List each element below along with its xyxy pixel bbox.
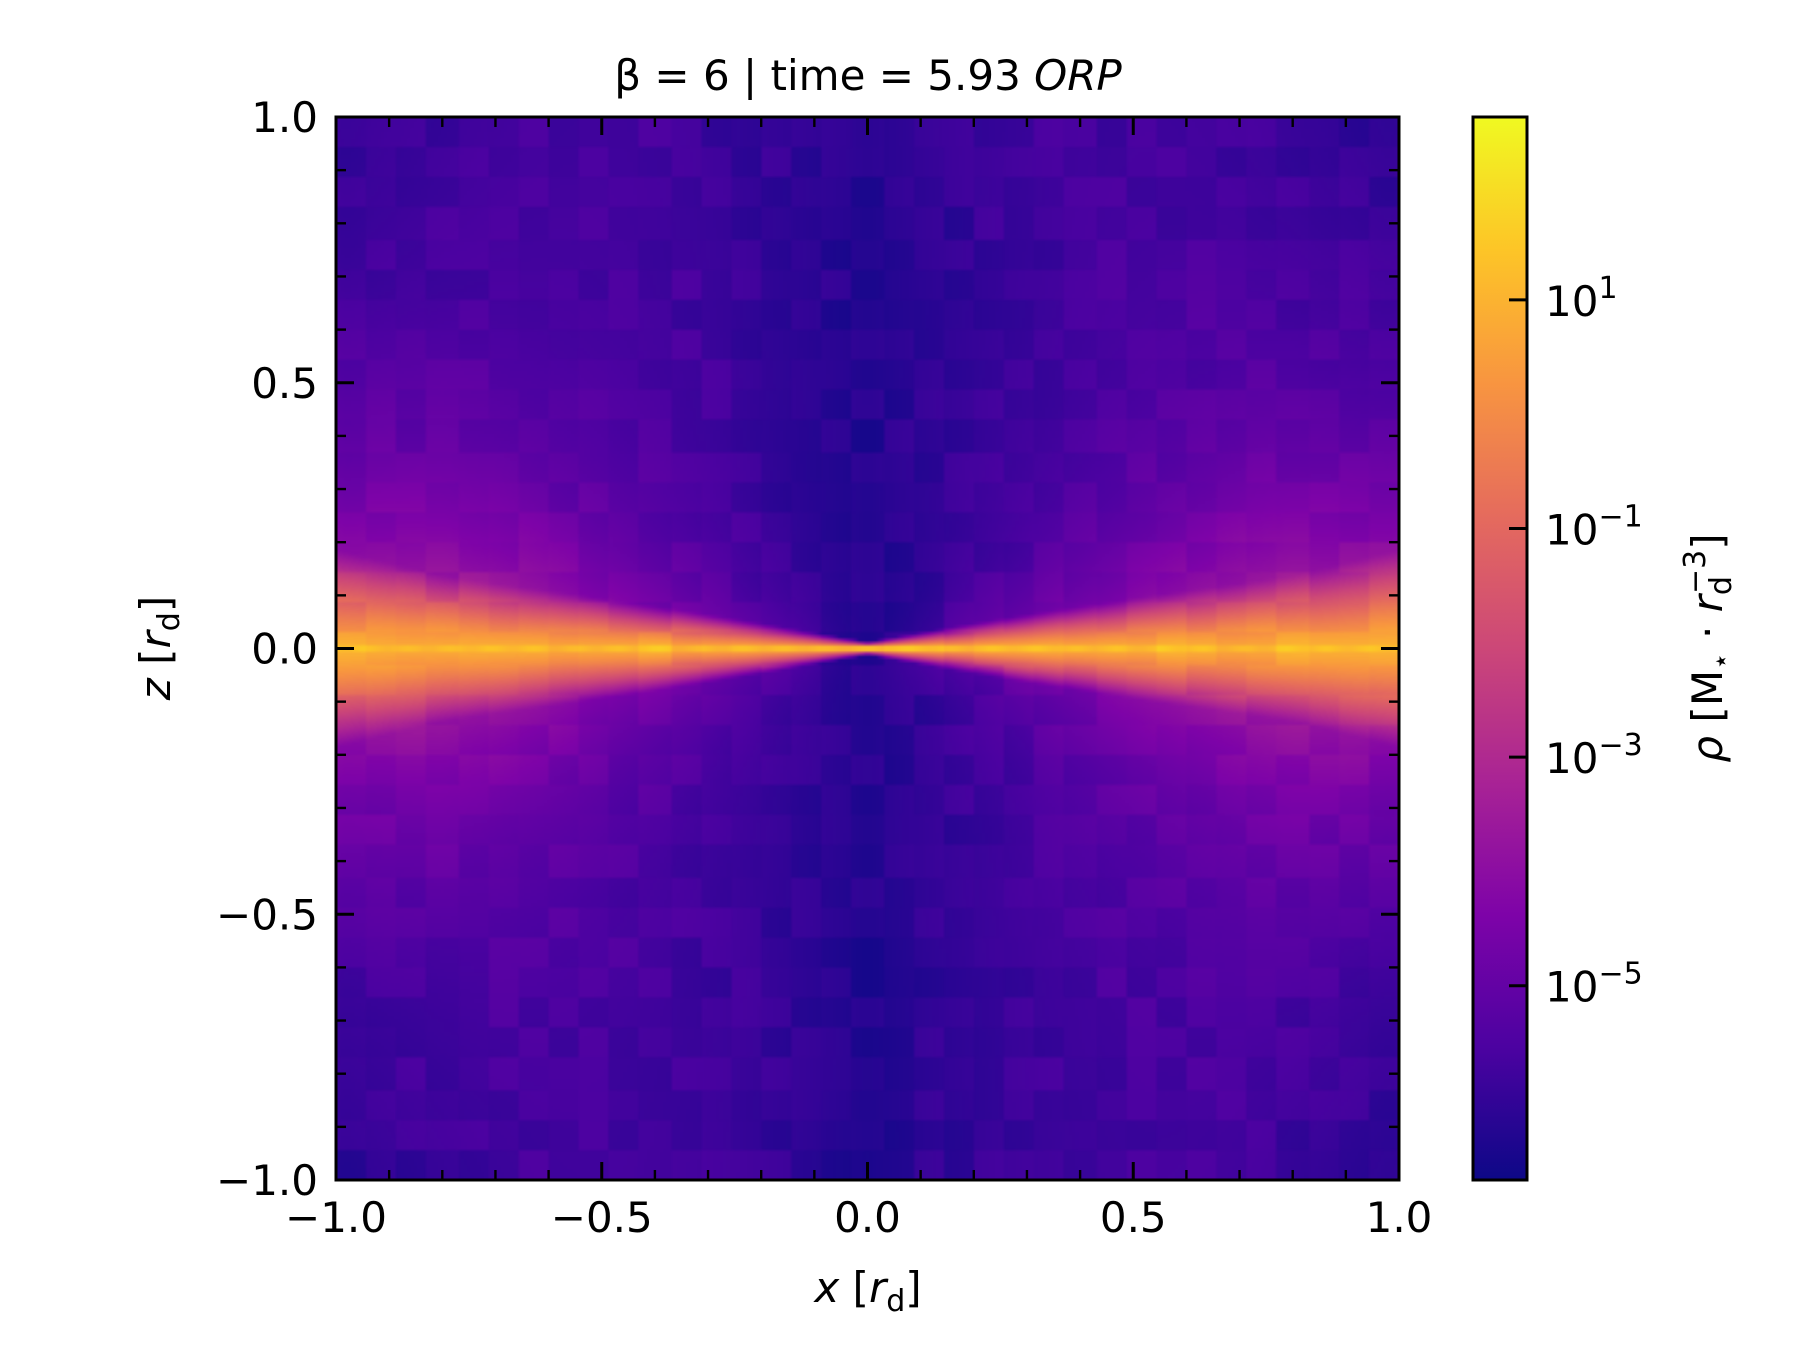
x-tick-label: 1.0: [1366, 1193, 1433, 1242]
density-heatmap: [336, 117, 1399, 1180]
y-tick-label: 0.5: [251, 359, 318, 408]
x-axis-label: x [rd]: [812, 1263, 921, 1319]
minor-ticks: [336, 117, 1399, 1180]
y-tick-label: −0.5: [216, 890, 318, 939]
x-tick-label: 0.5: [1100, 1193, 1167, 1242]
colorbar: [1471, 115, 1529, 1182]
colorbar-ticks: [1509, 298, 1527, 988]
y-tick-label: 0.0: [251, 625, 318, 674]
x-tick-label: 0.0: [834, 1193, 901, 1242]
x-tick-label: −1.0: [285, 1193, 387, 1242]
colorbar-tick-labels: 101 10−1 10−3 10−5: [1545, 271, 1643, 1012]
y-axis-label: z [rd]: [131, 596, 187, 702]
x-tick-labels: −1.0 −0.5 0.0 0.5 1.0: [285, 1193, 1432, 1242]
y-tick-labels: −1.0 −0.5 0.0 0.5 1.0: [216, 93, 318, 1205]
major-ticks: [334, 115, 1401, 1182]
x-tick-label: −0.5: [551, 1193, 653, 1242]
colorbar-tick-label: 101: [1545, 271, 1618, 326]
y-tick-label: −1.0: [216, 1156, 318, 1205]
chart-title: β = 6 | time = 5.93 ORP: [614, 51, 1122, 100]
colorbar-tick-label: 10−1: [1545, 499, 1643, 554]
colorbar-tick-label: 10−5: [1545, 957, 1643, 1012]
colorbar-tick-label: 10−3: [1545, 728, 1643, 783]
density-heatmap-image: [336, 117, 1399, 1180]
y-tick-label: 1.0: [251, 93, 318, 142]
colorbar-label: ρ [M⋆ · rd−3]: [1678, 533, 1739, 762]
